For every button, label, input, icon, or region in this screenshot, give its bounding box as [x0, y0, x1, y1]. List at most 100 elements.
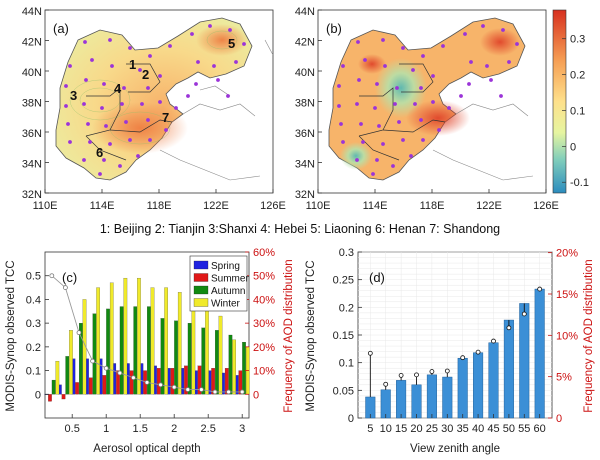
- station-dot: [485, 64, 489, 68]
- colorbar-tick-label: 0: [570, 141, 576, 153]
- map-a-coast: [159, 39, 274, 181]
- panel-c-x-ticks: 0.5 1 1.5 2 2.5 3: [65, 414, 245, 435]
- station-dot: [228, 28, 232, 32]
- map-y-tick-label: 40N: [22, 67, 42, 79]
- bar-summer: [238, 370, 243, 395]
- bar-autumn: [92, 313, 97, 395]
- bar-summer: [129, 370, 134, 395]
- station-dot: [355, 158, 359, 162]
- y-right-tick-label: 0: [556, 413, 562, 425]
- station-dot: [467, 82, 471, 86]
- colorbar-tick-label: 0.3: [570, 34, 585, 46]
- station-dot: [102, 158, 106, 162]
- frequency-marker: [239, 389, 245, 395]
- map-x-tick-label: 126E: [533, 200, 559, 212]
- map-x-tick-label: 110E: [306, 200, 331, 212]
- bar-winter: [218, 315, 223, 395]
- station-dot: [419, 86, 423, 90]
- region-label-2: 2: [142, 67, 149, 82]
- station-dot: [431, 100, 435, 104]
- frequency-marker: [76, 330, 82, 336]
- station-dot: [383, 64, 387, 68]
- frequency-marker: [398, 372, 404, 378]
- frequency-marker: [144, 380, 150, 385]
- station-dot: [164, 128, 168, 132]
- station-dot: [208, 24, 212, 28]
- station-dot: [447, 106, 451, 110]
- y-right-tick-label: 0: [253, 389, 259, 401]
- bar-winter: [96, 287, 100, 395]
- station-dot: [463, 32, 467, 36]
- y-tick-label: 0.1: [339, 358, 354, 370]
- station-dot: [148, 138, 152, 142]
- map-a-y-ticks: 32N 34N 36N 38N 40N 42N 44N: [22, 6, 49, 201]
- map-x-tick-label: 122E: [476, 200, 502, 212]
- station-dot: [395, 86, 399, 90]
- station-dot: [393, 102, 397, 106]
- station-dot: [481, 24, 485, 28]
- bar-autumn: [160, 318, 165, 395]
- station-dot: [98, 172, 102, 176]
- station-dot: [140, 102, 144, 106]
- station-dot: [499, 94, 503, 98]
- colorbar-ticks: 0.3 0.2 0.1 0 -0.1: [562, 34, 589, 189]
- map-b-y-ticks: 32N 34N 36N 38N 40N 42N 44N: [295, 6, 322, 201]
- station-dot: [88, 140, 92, 144]
- map-y-tick-label: 34N: [295, 159, 315, 171]
- y-tick-label: 0: [35, 389, 41, 401]
- station-dot: [148, 54, 152, 58]
- station-dot: [355, 102, 359, 106]
- panel-c-right-ticks: 0 10% 20% 30% 40% 50% 60%: [245, 247, 275, 401]
- station-dot: [196, 60, 200, 64]
- map-a-region-labels: 1 2 3 4 5 6 7: [70, 36, 235, 160]
- map-a-x-ticks: 110E 114E 118E 122E 126E: [33, 189, 286, 212]
- map-y-tick-label: 38N: [295, 98, 315, 110]
- bar-summer: [88, 377, 93, 395]
- legend-swatch-winter: [193, 298, 209, 307]
- x-tick-label: 20: [410, 423, 422, 435]
- frequency-marker: [171, 384, 177, 390]
- station-dot: [459, 94, 463, 98]
- station-dot: [168, 44, 172, 48]
- y-right-tick-label: 50%: [253, 271, 275, 283]
- y-right-tick-label: 10%: [253, 366, 275, 378]
- map-x-tick-label: 126E: [260, 200, 286, 212]
- x-tick-label: 45: [487, 423, 499, 435]
- colorbar: [552, 9, 567, 194]
- station-dot: [82, 102, 86, 106]
- station-dot: [90, 58, 94, 62]
- bar-autumn: [106, 308, 110, 395]
- map-b-stations: [337, 24, 519, 176]
- panel-c-label: (c): [62, 270, 77, 285]
- y-right-tick-label: 30%: [253, 318, 275, 330]
- bar-panel-d: 0 0.05 0.1 0.15 0.2 0.25 0.3 0 5% 10% 15% 20% 5 10 1…: [305, 247, 595, 455]
- map-b-x-ticks: 110E 114E 118E 122E 126E: [306, 189, 559, 212]
- frequency-marker: [414, 372, 419, 378]
- bar-summer: [184, 365, 188, 395]
- station-dot: [337, 84, 341, 88]
- frequency-marker: [475, 349, 481, 355]
- frequency-marker: [103, 365, 109, 371]
- bar-vza: [396, 380, 407, 419]
- frequency-marker: [491, 338, 496, 344]
- bar-vza: [426, 374, 437, 419]
- map-x-tick-label: 122E: [203, 200, 229, 212]
- x-tick-label: 15: [395, 423, 407, 435]
- station-dot: [431, 74, 435, 78]
- panel-c-ylabel: MODIS-Synop observed TCC: [5, 260, 17, 411]
- map-panel-b: (b) 110E 114E 118E 122E 126E 32N 34N 36N 38N 40N…: [295, 6, 589, 212]
- station-dot: [66, 122, 70, 126]
- map-y-tick-label: 44N: [22, 6, 42, 18]
- x-tick-label: 1.5: [133, 423, 148, 435]
- station-dot: [242, 42, 246, 46]
- station-dot: [128, 46, 132, 50]
- x-tick-label: 60: [534, 423, 546, 435]
- station-dot: [515, 42, 519, 46]
- bar-panel-c: 0 0.1 0.2 0.3 0.4 0.5 0 10% 20% 30% 40% 50% 60% 0.5…: [5, 247, 295, 455]
- y-tick-label: 0.05: [333, 385, 354, 397]
- station-dot: [108, 142, 112, 146]
- map-y-tick-label: 34N: [22, 159, 42, 171]
- station-dot: [489, 78, 493, 82]
- frequency-marker: [226, 389, 232, 395]
- bar-vza: [442, 376, 453, 419]
